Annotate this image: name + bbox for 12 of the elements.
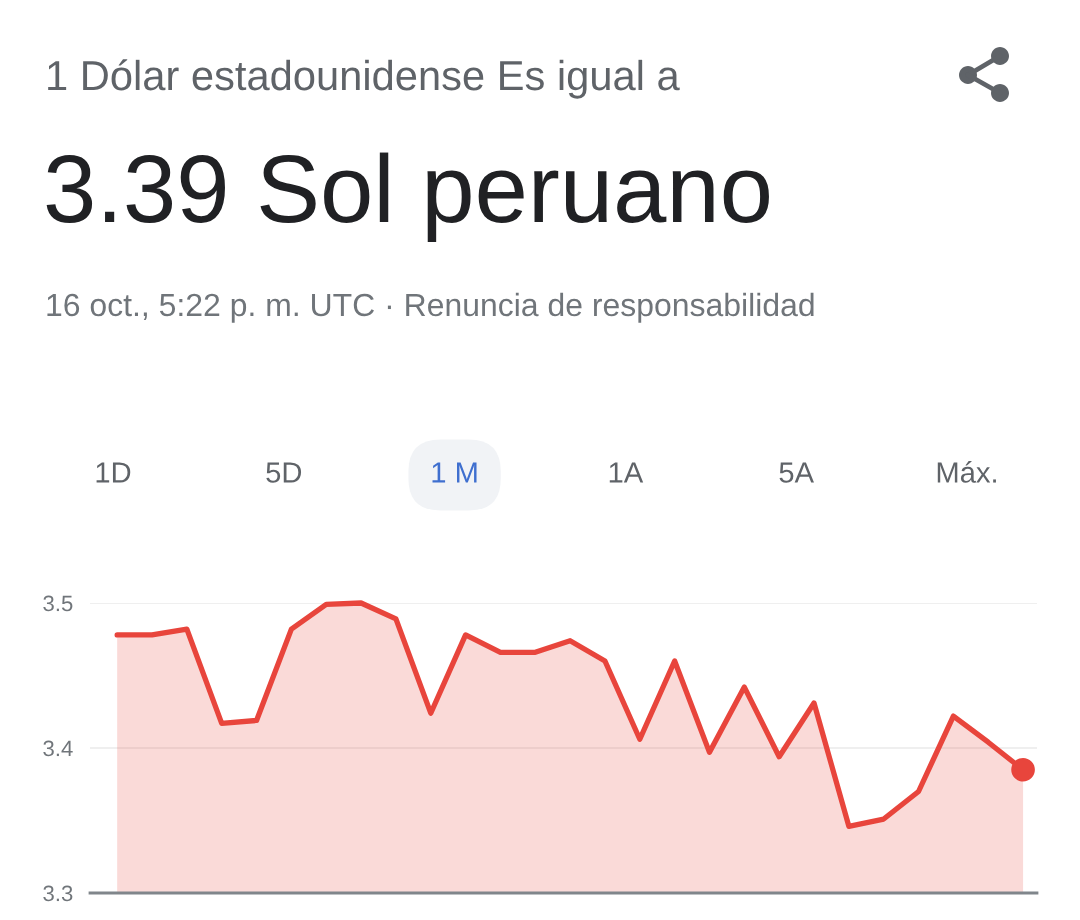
chart-title: 1 Dólar estadounidense Es igual a [48, 59, 680, 99]
text: 1 M [432, 462, 477, 483]
text: 1A [609, 462, 644, 483]
chart-subtitle: 3.39 Sol peruano [46, 152, 769, 242]
text: Máx. [937, 461, 996, 483]
text: 1D [96, 462, 131, 483]
text: 5D [266, 462, 302, 483]
y-tick-label: 3.4 [43, 740, 73, 757]
text: 5A [779, 462, 814, 483]
y-tick-label: 3.5 [43, 595, 73, 612]
y-tick-label: 3.3 [43, 885, 73, 902]
text: 16 oct., 5:22 p. m. UTC · Renuncia de responsabilidad [47, 292, 814, 323]
